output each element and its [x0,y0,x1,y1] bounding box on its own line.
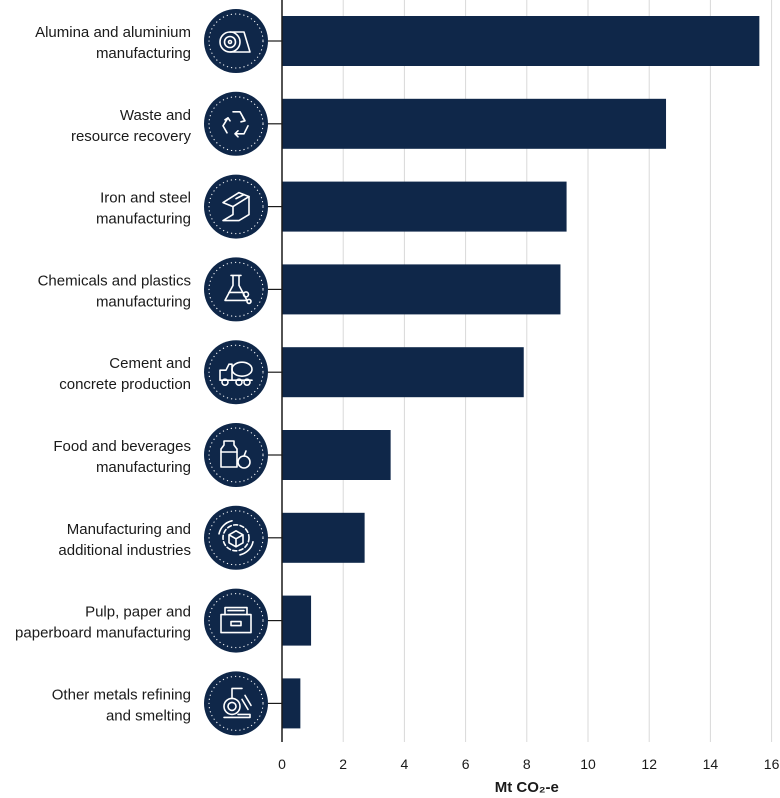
bars [282,16,760,729]
ladle-smelting-icon [204,671,268,736]
category-labels: Alumina and aluminium manufacturing Waste … [15,24,191,724]
milk-and-apple-icon [204,423,268,487]
recycle-icon [204,91,268,156]
concrete-mixer-truck-icon [204,340,268,405]
x-tick-label: 12 [641,756,657,772]
flask-icon [204,257,268,322]
bar [282,512,365,563]
aluminium-roll-icon [204,9,268,73]
category-label: Pulp, paper and paperboard manufacturing [15,604,191,642]
x-axis-title: Mt CO₂-e [495,779,559,796]
bar [282,16,760,66]
gear-cube-icon [204,505,268,570]
category-label: Manufacturing and additional industries [58,521,191,559]
bar [282,98,667,149]
paper-box-icon [204,588,268,653]
x-tick-label: 6 [462,756,470,772]
x-tick-label: 4 [401,756,409,772]
icon-connectors [268,40,282,705]
category-label: Waste and resource recovery [71,107,192,145]
bar [282,264,561,315]
x-tick-label: 8 [523,756,531,772]
steel-beam-icon [204,174,268,239]
x-tick-label: 16 [764,756,780,772]
bar [282,347,524,398]
category-icons [204,9,268,736]
category-label: Alumina and aluminium manufacturing [35,24,191,62]
x-tick-label: 0 [278,756,286,772]
category-label: Food and beverages manufacturing [53,438,191,476]
x-tick-labels: 0 2 4 6 8 10 12 14 16 [278,756,779,772]
bar [282,181,567,232]
category-label: Chemicals and plastics manufacturing [38,272,191,310]
category-label: Iron and steel manufacturing [96,190,191,228]
category-label: Cement and concrete production [59,355,191,393]
x-tick-label: 10 [580,756,596,772]
bar [282,430,391,480]
x-tick-label: 14 [703,756,719,772]
bar [282,678,301,729]
x-tick-label: 2 [339,756,347,772]
category-label: Other metals refining and smelting [52,686,191,724]
bar [282,595,312,646]
